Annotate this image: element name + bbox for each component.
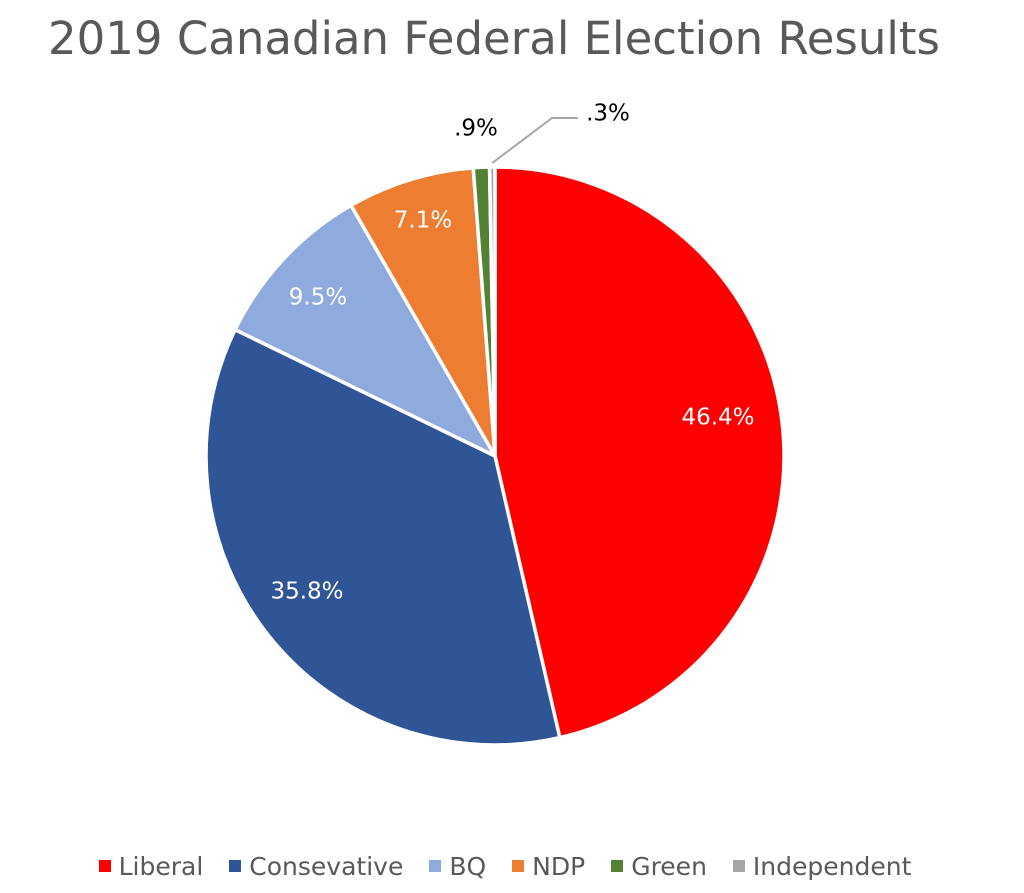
legend-swatch-independent xyxy=(732,860,745,872)
legend-swatch-green xyxy=(611,860,624,872)
data-label-bq: 9.5% xyxy=(289,285,347,311)
pie-slice-liberal xyxy=(493,165,786,740)
pie-slice-bq xyxy=(233,203,497,458)
legend-label-ndp: NDP xyxy=(532,851,586,881)
legend-label-consevative: Consevative xyxy=(249,851,404,881)
legend: Liberal Consevative BQ NDP Green Independent xyxy=(0,848,1010,884)
legend-item-liberal: Liberal xyxy=(98,851,204,881)
legend-label-independent: Independent xyxy=(752,851,912,881)
legend-item-ndp: NDP xyxy=(512,852,585,881)
legend-label-green: Green xyxy=(631,851,707,881)
legend-label-liberal: Liberal xyxy=(118,851,204,881)
pie-slice-independent xyxy=(487,165,497,458)
legend-swatch-consevative xyxy=(229,860,242,872)
chart-title: 2019 Canadian Federal Election Results xyxy=(48,12,940,65)
data-label-ndp: 7.1% xyxy=(394,208,452,234)
legend-item-consevative: Consevative xyxy=(229,852,403,881)
pie-slice-ndp xyxy=(349,166,497,458)
legend-item-bq: BQ xyxy=(429,852,486,881)
legend-swatch-bq xyxy=(429,860,442,872)
legend-swatch-liberal xyxy=(98,860,111,872)
legend-item-independent: Independent xyxy=(732,851,912,881)
legend-label-bq: BQ xyxy=(449,851,487,881)
data-label-independent: .3% xyxy=(586,101,630,127)
leader-line-independent xyxy=(491,117,578,164)
legend-item-green: Green xyxy=(611,852,707,881)
data-label-green: .9% xyxy=(454,116,498,142)
data-label-consevative: 35.8% xyxy=(270,579,343,605)
pie-slice-consevative xyxy=(204,327,562,747)
data-label-liberal: 46.4% xyxy=(681,405,754,431)
legend-swatch-ndp xyxy=(512,860,525,872)
